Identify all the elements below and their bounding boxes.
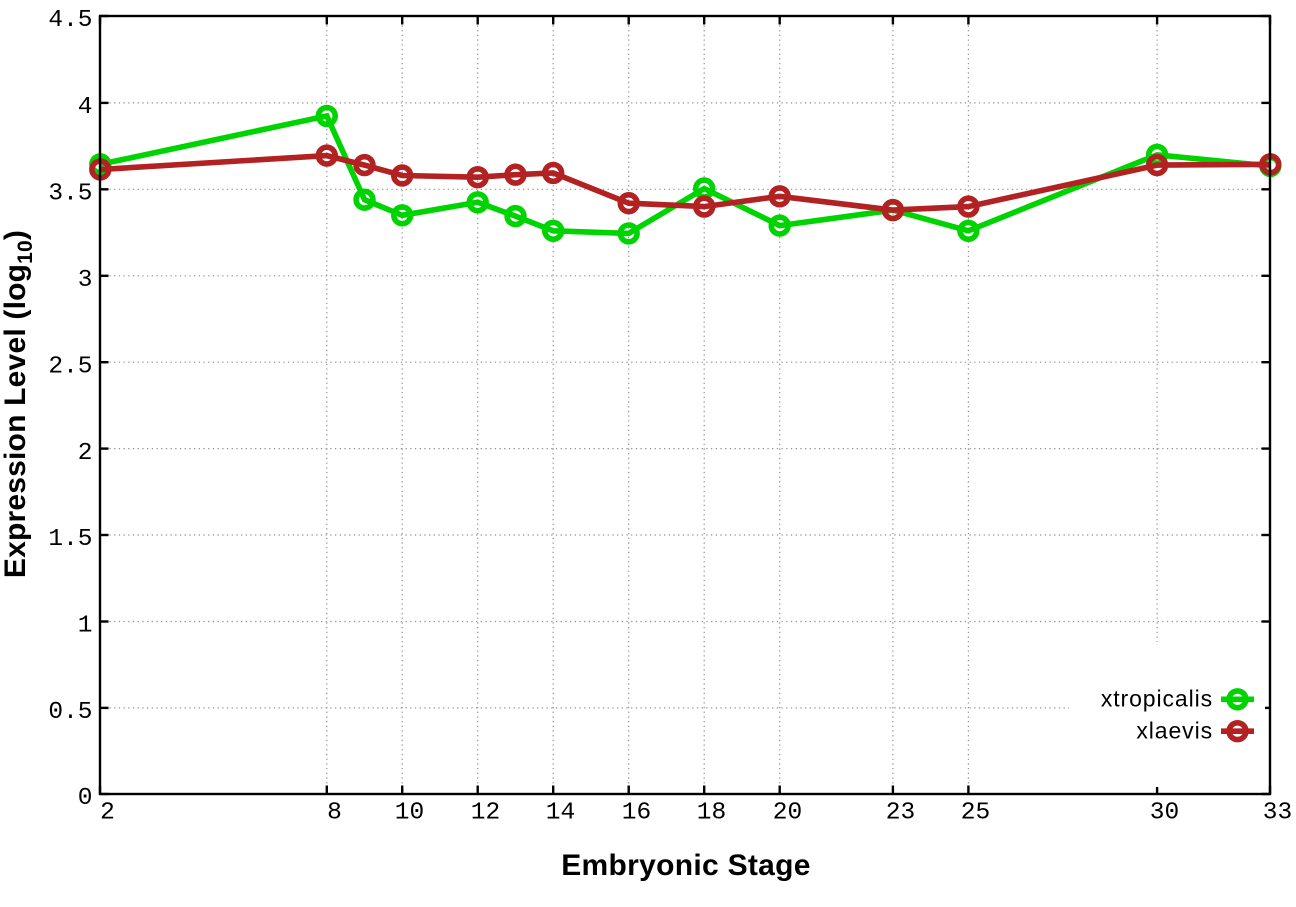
- svg-text:1: 1: [78, 613, 93, 640]
- svg-text:xtropicalis: xtropicalis: [1101, 686, 1213, 712]
- svg-text:2: 2: [78, 440, 93, 467]
- svg-text:Expression Level (log10): Expression Level (log10): [0, 230, 37, 578]
- svg-text:2.5: 2.5: [48, 353, 92, 380]
- svg-text:3: 3: [78, 267, 93, 294]
- svg-text:3.5: 3.5: [48, 181, 92, 208]
- svg-text:10: 10: [395, 800, 424, 827]
- svg-text:1.5: 1.5: [48, 526, 92, 553]
- svg-text:30: 30: [1150, 800, 1179, 827]
- svg-text:25: 25: [961, 800, 990, 827]
- svg-text:0.5: 0.5: [48, 699, 92, 726]
- svg-text:20: 20: [773, 800, 802, 827]
- svg-text:14: 14: [546, 800, 575, 827]
- svg-text:4: 4: [78, 94, 93, 121]
- svg-text:4.5: 4.5: [48, 7, 92, 34]
- svg-text:16: 16: [622, 800, 651, 827]
- svg-text:12: 12: [471, 800, 500, 827]
- svg-text:8: 8: [327, 800, 342, 827]
- svg-text:2: 2: [100, 800, 115, 827]
- svg-text:0: 0: [78, 785, 93, 812]
- svg-text:33: 33: [1263, 800, 1292, 827]
- svg-text:23: 23: [886, 800, 915, 827]
- svg-text:18: 18: [697, 800, 726, 827]
- svg-text:Embryonic Stage: Embryonic Stage: [561, 849, 811, 882]
- svg-text:xlaevis: xlaevis: [1136, 718, 1213, 744]
